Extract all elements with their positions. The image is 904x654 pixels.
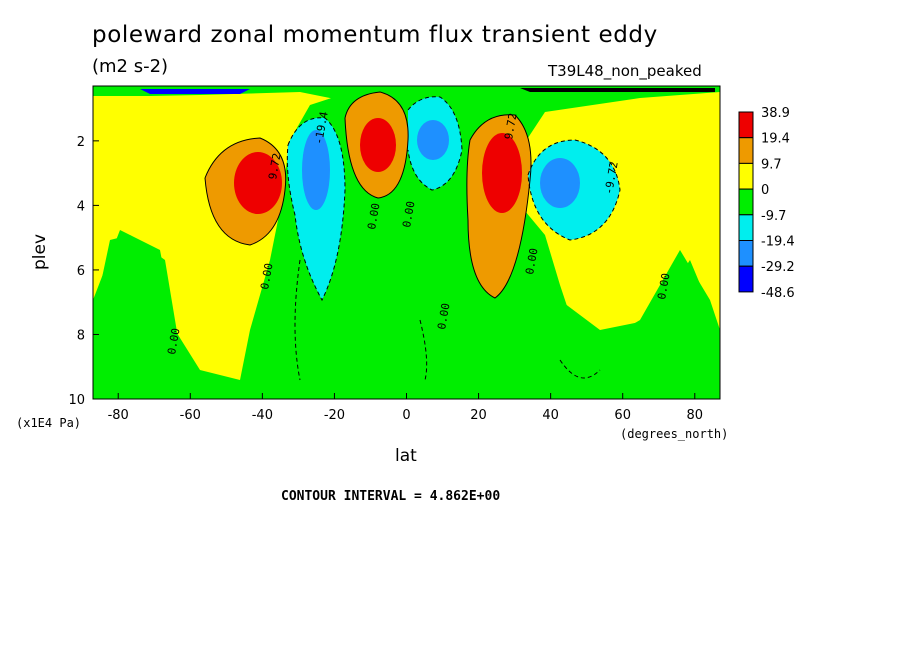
upper-strip-blue <box>140 89 250 94</box>
axes: -80 -60 -40 -20 0 20 40 60 80 2 4 6 8 10 <box>68 135 703 423</box>
chart-title: poleward zonal momentum flux transient e… <box>92 22 658 48</box>
colorbar-label-6: -29.2 <box>761 260 795 275</box>
x-tick-label-2: -40 <box>252 408 273 423</box>
y-tick-label-1: 4 <box>77 199 85 214</box>
negative-core-1 <box>417 120 449 160</box>
colorbar-swatch-0 <box>738 111 754 139</box>
colorbar-swatch-6 <box>738 265 754 293</box>
colorbar-label-3: 0 <box>761 183 769 198</box>
upper-strip-dark <box>520 88 715 92</box>
green-region-2 <box>560 260 715 390</box>
colorbar-label-5: -19.4 <box>761 235 795 250</box>
contour-label-9: -9.72 <box>602 161 621 196</box>
y-tick-label-3: 8 <box>77 328 85 343</box>
x-units-label: (degrees_north) <box>620 427 729 441</box>
x-tick-label-7: 60 <box>614 408 631 423</box>
y-tick-label-0: 2 <box>77 135 85 150</box>
contour-line-6 <box>294 259 301 381</box>
filled-field: 0.00 0.00 0.00 0.00 0.00 0.00 0.00 9.72 9.72 -9.7… <box>93 86 720 399</box>
contour-line-2 <box>466 114 532 299</box>
contour-label-7: 9.72 <box>266 152 283 180</box>
colorbar-label-7: -48.6 <box>761 286 795 301</box>
contour-line-4 <box>407 96 463 191</box>
contour-label-10: -19.4 <box>312 110 331 145</box>
chart-units: (m2 s-2) <box>92 56 169 77</box>
contour-line-5 <box>527 139 621 241</box>
contour-label-2: 0.00 <box>400 200 417 228</box>
x-tick-label-0: -80 <box>108 408 129 423</box>
positive-core-0 <box>234 152 282 214</box>
colorbar-swatch-2 <box>738 162 754 190</box>
colorbar-swatch-4 <box>738 214 754 242</box>
contour-line-7 <box>419 319 428 381</box>
colorbar-label-2: 9.7 <box>761 157 782 172</box>
x-tick-label-6: 40 <box>542 408 559 423</box>
y-axis-label: plev <box>30 233 50 270</box>
x-tick-label-5: 20 <box>470 408 487 423</box>
contour-label-6: 0.00 <box>165 327 182 355</box>
x-tick-label-4: 0 <box>402 408 410 423</box>
colorbar: 38.9 19.4 9.7 0 -9.7 -19.4 -29.2 -48.6 <box>738 106 795 301</box>
positive-core-2 <box>482 133 522 213</box>
colorbar-swatch-5 <box>738 240 754 267</box>
colorbar-label-4: -9.7 <box>761 209 786 224</box>
contour-label-5: 0.00 <box>655 272 672 300</box>
negative-core-2 <box>540 158 580 208</box>
positive-core-1 <box>360 118 396 172</box>
contour-label-4: 0.00 <box>523 247 540 275</box>
contour-label-0: 0.00 <box>258 262 275 290</box>
y-units-label: (x1E4 Pa) <box>16 416 82 430</box>
contour-label-1: 0.00 <box>365 202 382 230</box>
contour-line-3 <box>286 117 346 302</box>
contour-label-8: 9.72 <box>502 112 519 140</box>
colorbar-swatch-1 <box>738 137 754 164</box>
x-axis-label: lat <box>395 446 417 466</box>
colorbar-swatch-3 <box>738 188 754 216</box>
x-tick-label-3: -20 <box>324 408 345 423</box>
contour-line-0 <box>204 137 287 246</box>
colorbar-label-1: 19.4 <box>761 132 790 147</box>
y-tick-label-2: 6 <box>77 264 85 279</box>
contour-line-8 <box>559 359 601 379</box>
contour-interval-note: CONTOUR INTERVAL = 4.862E+00 <box>281 489 501 504</box>
experiment-label: T39L48_non_peaked <box>548 62 702 80</box>
x-tick-label-8: 80 <box>687 408 704 423</box>
colorbar-label-0: 38.9 <box>761 106 790 121</box>
y-tick-label-4: 10 <box>68 393 85 408</box>
green-region-1 <box>93 235 180 385</box>
negative-core-0 <box>302 130 330 210</box>
x-tick-label-1: -60 <box>180 408 201 423</box>
contour-label-3: 0.00 <box>435 302 452 330</box>
contour-line-1 <box>344 91 409 199</box>
